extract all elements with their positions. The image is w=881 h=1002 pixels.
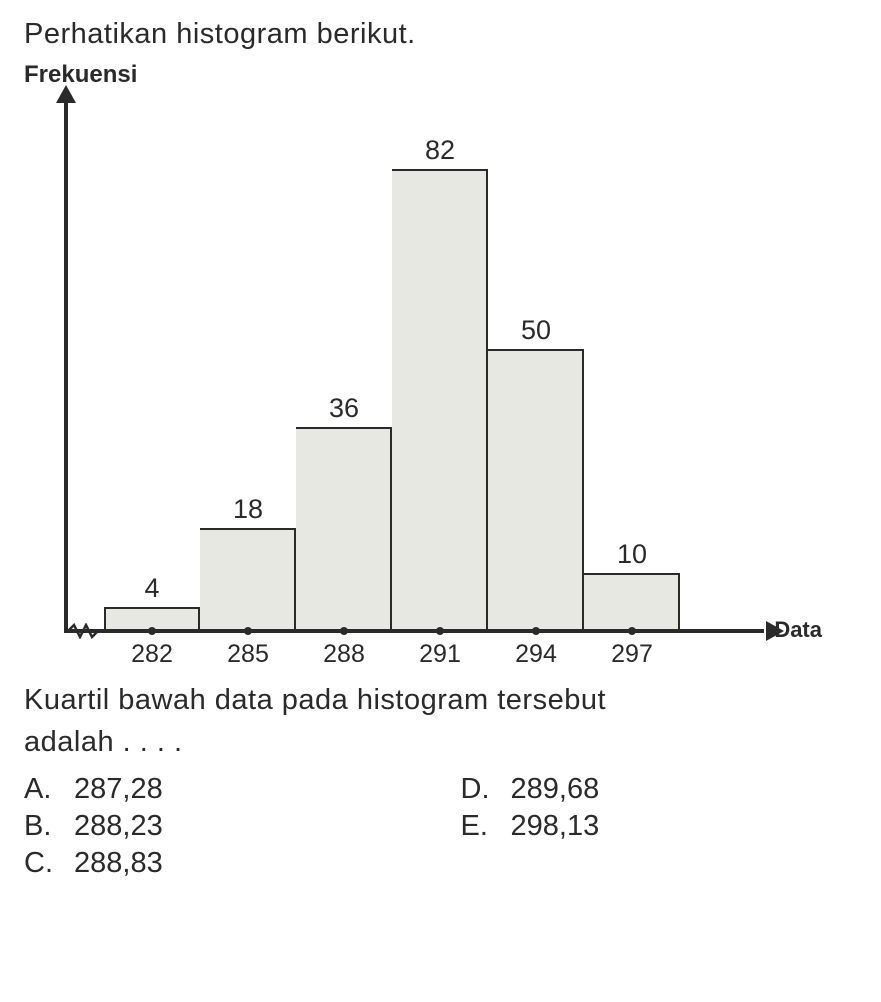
question-prompt: Kuartil bawah data pada histogram terseb… xyxy=(24,679,857,763)
x-tick-dot xyxy=(532,627,540,635)
answer-c[interactable]: C. 288,83 xyxy=(24,847,421,880)
answer-b-value: 288,23 xyxy=(74,810,163,843)
answer-e-letter: E. xyxy=(461,810,493,843)
y-axis-label: Frekuensi xyxy=(24,61,857,89)
x-tick-dot xyxy=(436,627,444,635)
answer-options: A. 287,28 D. 289,68 B. 288,23 E. 298,13 … xyxy=(24,773,857,880)
answer-c-value: 288,83 xyxy=(74,847,163,880)
answer-a[interactable]: A. 287,28 xyxy=(24,773,421,806)
bar-wrap: 10 xyxy=(584,573,680,629)
answer-c-letter: C. xyxy=(24,847,56,880)
answer-d-letter: D. xyxy=(461,773,493,806)
answer-a-value: 287,28 xyxy=(74,773,163,806)
question-intro: Perhatikan histogram berikut. xyxy=(24,18,857,51)
x-tick-label: 294 xyxy=(515,640,557,669)
bar-wrap: 18 xyxy=(200,528,296,629)
x-tick-label: 288 xyxy=(323,640,365,669)
x-tick-label: 285 xyxy=(227,640,269,669)
x-tick-label: 297 xyxy=(611,640,653,669)
x-axis xyxy=(64,629,764,633)
bar-value-label: 10 xyxy=(584,539,680,570)
x-tick-dot xyxy=(340,627,348,635)
bar xyxy=(296,427,392,629)
answer-b[interactable]: B. 288,23 xyxy=(24,810,421,843)
x-tick-dot xyxy=(628,627,636,635)
bar-value-label: 18 xyxy=(200,494,296,525)
bar xyxy=(104,607,200,629)
axis-break-icon xyxy=(68,623,98,639)
bar-wrap: 82 xyxy=(392,169,488,629)
answer-d-value: 289,68 xyxy=(511,773,600,806)
x-tick-label: 282 xyxy=(131,640,173,669)
answer-e-value: 298,13 xyxy=(511,810,600,843)
answer-d[interactable]: D. 289,68 xyxy=(461,773,858,806)
bar-wrap: 50 xyxy=(488,349,584,629)
bar xyxy=(488,349,584,629)
bars-container: 41836825010 xyxy=(104,129,680,629)
x-tick-dot xyxy=(244,627,252,635)
bar-value-label: 82 xyxy=(392,135,488,166)
bar xyxy=(584,573,680,629)
y-axis xyxy=(64,93,68,633)
bar-value-label: 50 xyxy=(488,315,584,346)
bar-value-label: 36 xyxy=(296,393,392,424)
bar xyxy=(392,169,488,629)
question-prompt-line2: adalah . . . . xyxy=(24,721,857,763)
x-tick-label: 291 xyxy=(419,640,461,669)
bar-value-label: 4 xyxy=(104,573,200,604)
question-prompt-line1: Kuartil bawah data pada histogram terseb… xyxy=(24,679,857,721)
bar xyxy=(200,528,296,629)
bar-wrap: 4 xyxy=(104,607,200,629)
x-axis-label: Data xyxy=(774,617,822,643)
bar-wrap: 36 xyxy=(296,427,392,629)
answer-b-letter: B. xyxy=(24,810,56,843)
x-tick-dot xyxy=(148,627,156,635)
histogram-chart: Data 41836825010 282285288291294297 xyxy=(34,93,774,653)
answer-a-letter: A. xyxy=(24,773,56,806)
answer-e[interactable]: E. 298,13 xyxy=(461,810,858,843)
